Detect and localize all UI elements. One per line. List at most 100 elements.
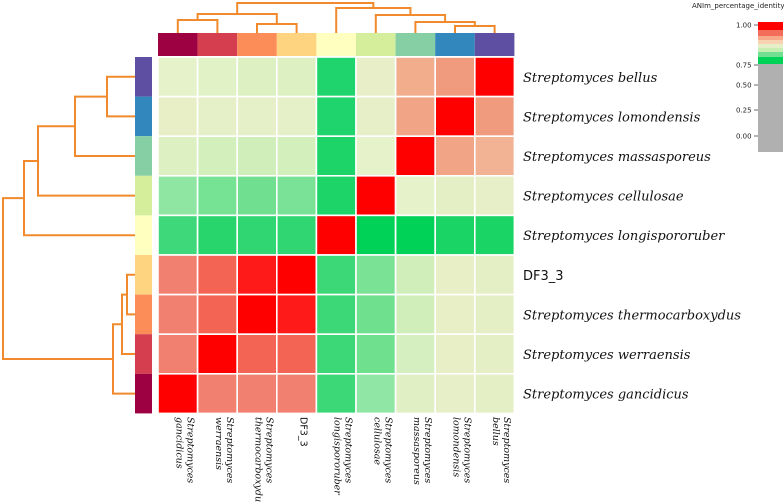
- column-label-line: Streptomyces: [264, 417, 275, 483]
- row-label: Streptomyces werraensis: [523, 348, 691, 363]
- column-label-line: lomondensis: [451, 417, 462, 477]
- heatmap-cell: [236, 56, 278, 98]
- column-annotation-bar: [158, 33, 515, 56]
- heatmap-cell: [315, 214, 357, 256]
- column-label-line: massasporeus: [411, 417, 422, 485]
- heatmap-cell: [236, 95, 278, 137]
- heatmap-cells: [157, 56, 516, 415]
- column-annotation-cell: [316, 33, 356, 56]
- dendrogram-branch: [236, 2, 375, 14]
- heatmap-cell: [236, 254, 278, 296]
- row-annotation-cell: [135, 294, 152, 335]
- row-label: Streptomyces lomondensis: [523, 110, 701, 125]
- heatmap-cell: [355, 254, 397, 296]
- heatmap-cell: [473, 372, 516, 415]
- heatmap-cell: [196, 175, 239, 217]
- row-annotation-cell: [135, 373, 152, 414]
- dendrogram-branch: [121, 293, 135, 355]
- heatmap-cell: [394, 372, 437, 415]
- heatmap-cell: [196, 293, 239, 336]
- column-annotation-cell: [237, 33, 277, 56]
- row-label: Streptomyces cellulosae: [523, 190, 684, 205]
- dendrogram-branch: [126, 273, 135, 316]
- heatmap-cell: [394, 56, 437, 98]
- column-label-line: cellulosae: [371, 417, 382, 465]
- heatmap-cell: [473, 95, 516, 137]
- heatmap-cell: [355, 214, 397, 256]
- heatmap-cell: [157, 214, 199, 256]
- heatmap-cell: [157, 135, 199, 177]
- heatmap-cell: [434, 95, 476, 137]
- heatmap-cell: [196, 56, 239, 98]
- colorbar-legend: ANIm_percentage_identity 1.00 0.75 0.50 0.2…: [692, 2, 784, 152]
- colorbar-segment: [758, 30, 783, 36]
- heatmap-cell: [275, 372, 318, 415]
- colorbar-segment: [758, 64, 783, 152]
- colorbar-title: ANIm_percentage_identity: [692, 2, 784, 10]
- heatmap-cell: [394, 135, 437, 177]
- heatmap-cell: [473, 175, 516, 217]
- row-annotation-cell: [135, 215, 152, 255]
- dendrogram-branch: [23, 159, 135, 237]
- heatmap-cell: [315, 372, 357, 415]
- heatmap-cell: [196, 372, 239, 415]
- heatmap-cell: [434, 254, 476, 296]
- heatmap-cell: [196, 214, 239, 256]
- column-label-line: Streptomyces: [462, 417, 473, 483]
- heatmap-cell: [275, 214, 318, 256]
- heatmap-cell: [236, 214, 278, 256]
- heatmap-cell: [473, 135, 516, 177]
- heatmap-cell: [355, 333, 397, 375]
- heatmap-cell: [315, 254, 357, 296]
- row-dendrogram: [2, 75, 135, 395]
- dendrogram-branch: [414, 21, 476, 33]
- column-annotation-cell: [158, 33, 198, 56]
- dendrogram-branch: [176, 19, 219, 33]
- heatmap-cell: [157, 56, 199, 98]
- row-label: Streptomyces bellus: [523, 71, 658, 86]
- heatmap-cell: [394, 293, 437, 336]
- heatmap-cell: [434, 56, 476, 98]
- heatmap-cell: [355, 56, 397, 98]
- heatmap-cell: [394, 175, 437, 217]
- column-annotation-cell: [474, 33, 515, 56]
- column-annotation-cell: [197, 33, 238, 56]
- dendrogram-branch: [37, 125, 135, 197]
- row-label: Streptomyces massasporeus: [523, 150, 711, 165]
- heatmap-cell: [275, 333, 318, 375]
- heatmap-cell: [355, 135, 397, 177]
- heatmap-cell: [315, 175, 357, 217]
- heatmap-cell: [434, 175, 476, 217]
- row-annotation-cell: [135, 175, 152, 216]
- column-label-line: thermocarboxydus: [253, 417, 264, 502]
- heatmap-cell: [315, 56, 357, 98]
- colorbar-segment: [758, 36, 783, 40]
- column-label-line: Streptomyces: [224, 417, 235, 483]
- heatmap-cell: [196, 135, 239, 177]
- heatmap-cell: [275, 254, 318, 296]
- heatmap-cell: [434, 333, 476, 375]
- row-label: Streptomyces thermocarboxydus: [523, 308, 741, 323]
- heatmap-cell: [196, 254, 239, 296]
- heatmap-cell: [196, 95, 239, 137]
- heatmap-cell: [315, 95, 357, 137]
- column-label: DF3_3: [298, 417, 309, 447]
- column-annotation-cell: [435, 33, 475, 56]
- heatmap-cell: [394, 214, 437, 256]
- heatmap-cell: [157, 175, 199, 217]
- colorbar-segment: [758, 52, 783, 57]
- heatmap-cell: [434, 214, 476, 256]
- heatmap-cell: [315, 293, 357, 336]
- column-label-line: Streptomyces: [422, 417, 433, 483]
- column-label-line: bellus: [490, 417, 501, 446]
- heatmap-cell: [473, 293, 516, 336]
- colorbar-segment: [758, 57, 783, 64]
- colorbar-tick-label: 0.75: [736, 62, 752, 70]
- colorbar-segment: [758, 22, 783, 30]
- heatmap-cell: [157, 293, 199, 336]
